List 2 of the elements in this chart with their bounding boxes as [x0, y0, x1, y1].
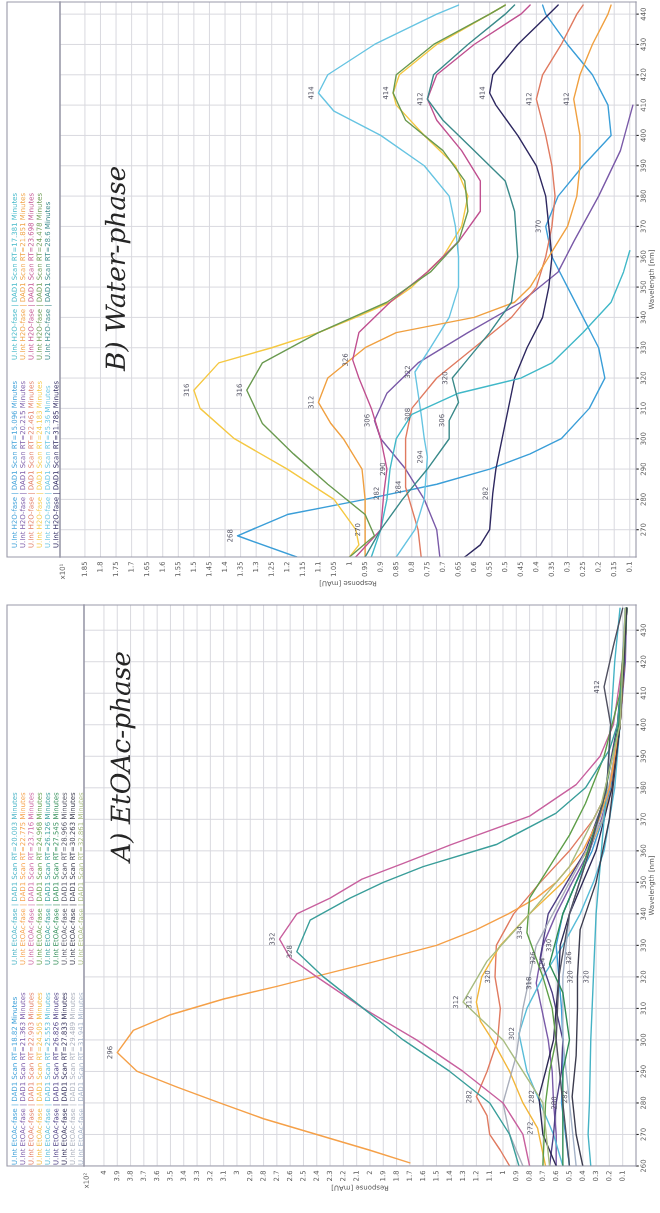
text: B) Water-phase: [104, 167, 131, 372]
text: A) EtOAc-phase: [109, 652, 136, 864]
